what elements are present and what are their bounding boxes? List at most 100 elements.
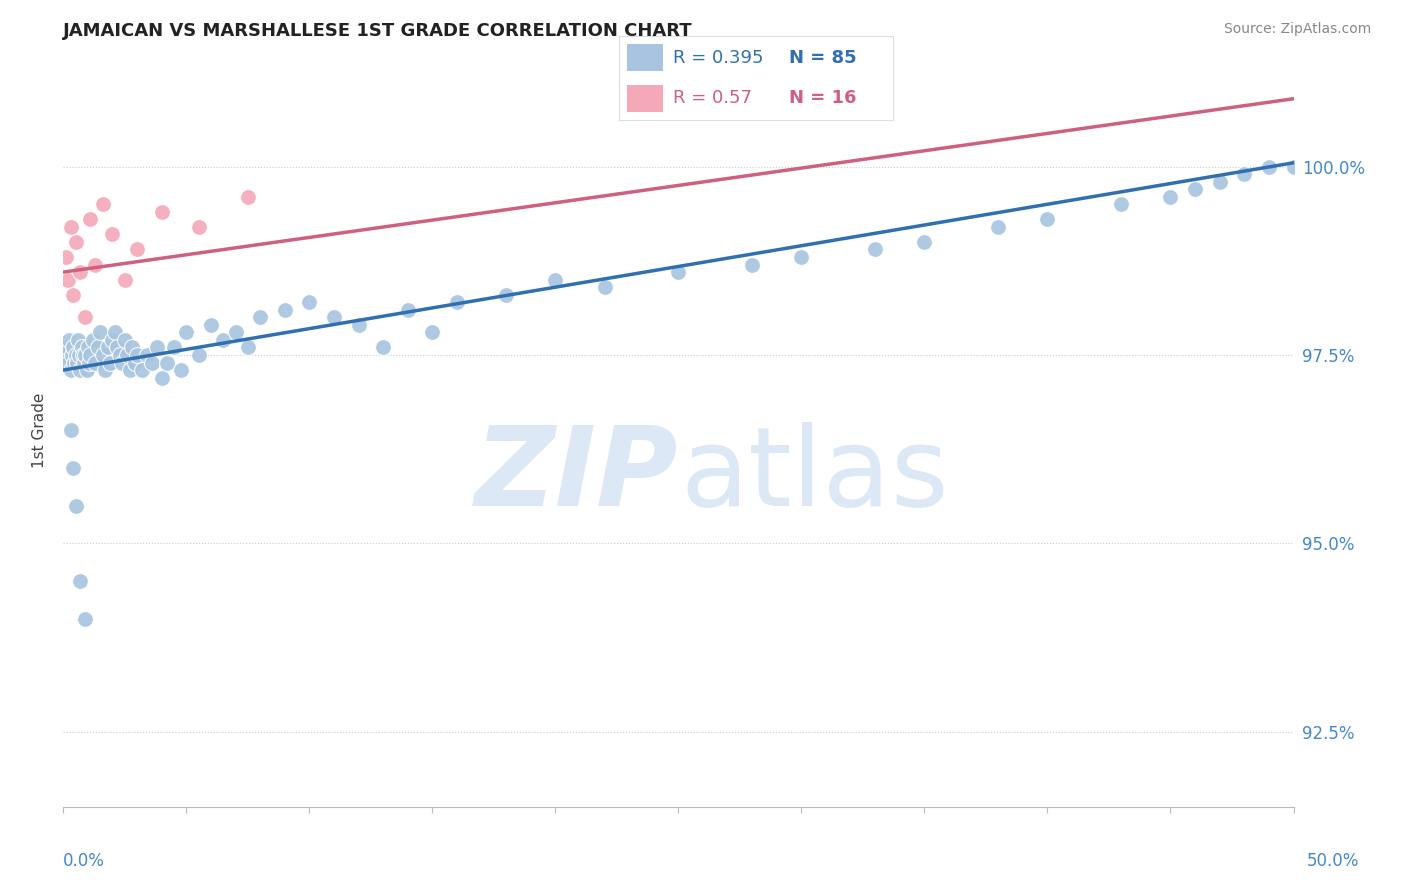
Point [593,280,616,294]
Point [146,341,169,355]
Point [104,326,127,340]
Point [371,341,394,355]
Point [62,461,84,475]
Point [76,341,98,355]
Point [101,227,124,242]
Point [131,363,153,377]
Point [91,348,114,362]
Point [790,250,813,264]
Point [446,295,468,310]
Point [66,355,89,369]
Point [56,355,79,369]
Text: JAMAICAN VS MARSHALLESE 1ST GRADE CORRELATION CHART: JAMAICAN VS MARSHALLESE 1ST GRADE CORREL… [63,22,693,40]
Point [1159,190,1181,204]
Point [98,355,121,369]
Point [96,341,118,355]
Point [236,341,259,355]
Text: atlas: atlas [681,422,949,529]
Point [212,333,235,347]
Point [75,310,97,325]
Point [863,243,887,257]
Point [163,341,186,355]
Point [249,310,271,325]
Text: R = 0.57: R = 0.57 [673,89,752,107]
Point [60,348,83,362]
Point [666,265,689,279]
Point [114,333,136,347]
Point [65,499,87,513]
Point [76,363,98,377]
Point [914,235,936,249]
Bar [627,44,662,71]
Point [94,363,117,377]
Point [59,219,82,234]
Point [72,348,94,362]
Point [187,219,209,234]
Point [1257,160,1279,174]
Point [84,258,107,272]
Point [1233,167,1256,181]
Point [101,333,124,347]
Point [65,348,87,362]
Point [225,326,247,340]
Point [155,355,177,369]
Point [79,348,101,362]
Point [86,341,108,355]
Point [273,302,295,317]
Point [118,363,141,377]
Point [1208,175,1232,189]
Point [108,348,131,362]
Point [187,348,209,362]
Point [58,333,80,347]
Point [65,235,87,249]
Point [56,272,79,286]
Point [121,341,143,355]
Point [127,348,148,362]
Point [200,318,222,332]
Point [91,197,114,211]
Point [69,265,91,279]
Point [75,612,97,626]
Point [59,424,82,438]
Point [82,333,104,347]
Text: 0.0%: 0.0% [63,852,105,870]
Point [495,287,517,301]
Point [124,355,146,369]
Point [987,219,1010,234]
Point [347,318,370,332]
Point [236,190,259,204]
Point [73,355,96,369]
Point [55,250,77,264]
Point [544,272,567,286]
Point [62,341,84,355]
Point [69,574,91,589]
Point [141,355,163,369]
Point [135,348,157,362]
Point [396,302,419,317]
Point [170,363,193,377]
Point [1184,182,1206,196]
Point [1036,212,1059,227]
Text: N = 16: N = 16 [789,89,856,107]
Point [56,341,79,355]
Point [107,341,129,355]
Point [115,348,138,362]
Point [63,355,86,369]
Point [741,258,763,272]
Point [89,326,111,340]
Text: N = 85: N = 85 [789,49,856,67]
Point [70,341,93,355]
Point [55,348,77,362]
Point [298,295,321,310]
Y-axis label: 1st Grade: 1st Grade [32,392,48,468]
Point [422,326,444,340]
Point [150,370,173,384]
Point [59,363,82,377]
Text: Source: ZipAtlas.com: Source: ZipAtlas.com [1223,22,1371,37]
Point [1111,197,1133,211]
Point [62,287,84,301]
Point [323,310,346,325]
Point [84,355,107,369]
Point [150,204,173,219]
Point [67,333,90,347]
